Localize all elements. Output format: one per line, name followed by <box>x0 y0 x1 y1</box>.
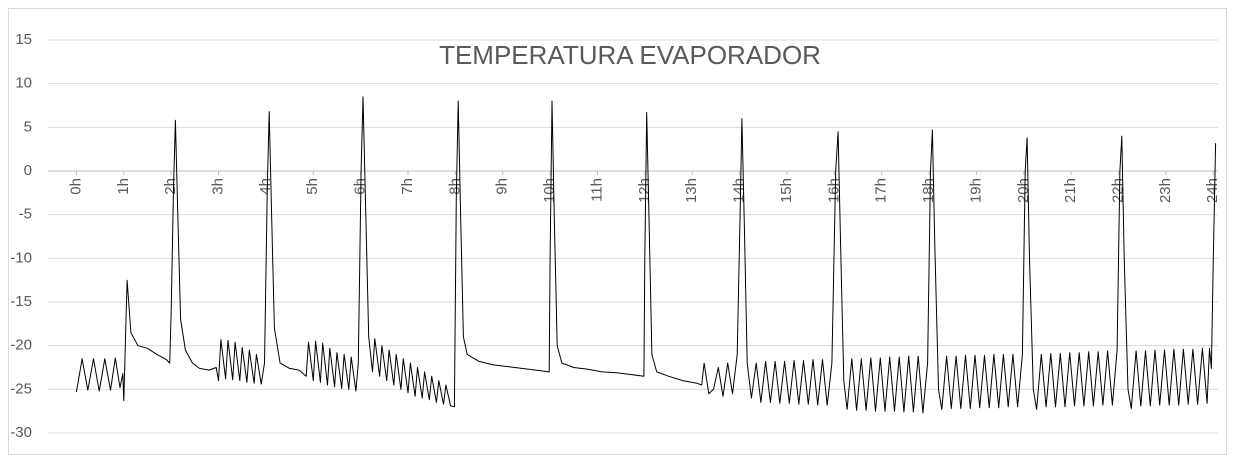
y-tick-label: 5 <box>24 118 32 135</box>
x-tick-label: 15h <box>778 178 795 203</box>
y-tick-label: -25 <box>10 380 32 397</box>
y-tick-label: 0 <box>24 162 32 179</box>
x-tick-label: 2h <box>162 178 179 195</box>
x-tick-label: 3h <box>209 178 226 195</box>
x-tick-label: 12h <box>636 178 653 203</box>
x-tick-label: 10h <box>541 178 558 203</box>
x-tick-label: 1h <box>115 178 132 195</box>
x-tick-label: 0h <box>67 178 84 195</box>
x-tick-label: 13h <box>683 178 700 203</box>
x-tick-label: 17h <box>873 178 890 203</box>
y-tick-label: -20 <box>10 337 32 354</box>
y-tick-label: -5 <box>19 206 32 223</box>
chart-title: TEMPERATURA EVAPORADOR <box>439 40 821 70</box>
chart-border <box>8 8 1227 455</box>
x-tick-label: 4h <box>257 178 274 195</box>
y-tick-label: -10 <box>10 249 32 266</box>
x-tick-label: 5h <box>304 178 321 195</box>
y-tick-label: 15 <box>15 31 32 48</box>
data-line <box>75 96 1217 414</box>
x-tick-label: 22h <box>1109 178 1126 203</box>
x-tick-label: 18h <box>920 178 937 203</box>
y-tick-label: 10 <box>15 75 32 92</box>
x-tick-label: 11h <box>588 178 605 202</box>
y-tick-label: -15 <box>10 293 32 310</box>
x-tick-label: 24h <box>1204 178 1221 203</box>
x-tick-label: 14h <box>731 178 748 203</box>
x-tick-label: 8h <box>446 178 463 195</box>
x-tick-label: 23h <box>1157 178 1174 203</box>
x-tick-label: 9h <box>494 178 511 195</box>
x-tick-label: 6h <box>352 178 369 195</box>
y-tick-label: -30 <box>10 424 32 441</box>
x-tick-label: 21h <box>1062 178 1079 203</box>
x-tick-label: 7h <box>399 178 416 195</box>
x-tick-label: 16h <box>825 178 842 203</box>
x-tick-label: 19h <box>967 178 984 203</box>
x-tick-label: 20h <box>1015 178 1032 203</box>
